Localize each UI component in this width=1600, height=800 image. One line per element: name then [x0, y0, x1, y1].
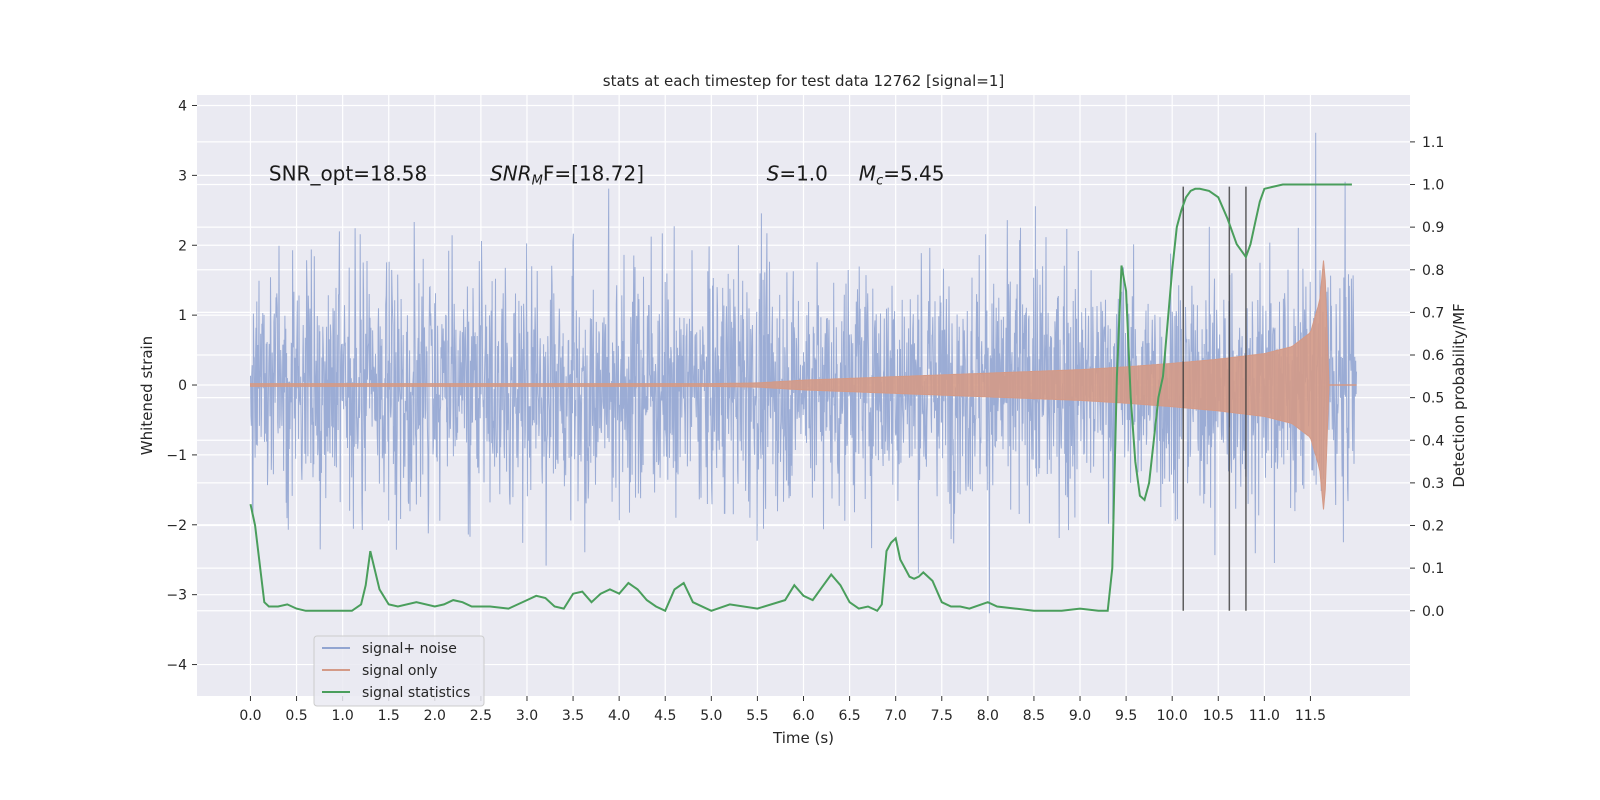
legend-box	[313, 635, 485, 707]
y-tick-label: −4	[166, 658, 187, 674]
y-tick-label: 0	[178, 378, 187, 394]
x-tick-label: 11.5	[1295, 708, 1326, 724]
y-tick-label: 4	[178, 98, 187, 114]
y2-tick-label: 0.7	[1422, 305, 1444, 321]
x-tick-label: 8.5	[1023, 708, 1045, 724]
series-signal-plus-noise	[250, 132, 1357, 614]
x-tick-label: 11.0	[1249, 708, 1280, 724]
y2-tick-label: 0.4	[1422, 433, 1444, 449]
x-tick-label: 10.0	[1157, 708, 1188, 724]
x-tick-label: 4.5	[654, 708, 676, 724]
y-axis-label: Whitened strain	[138, 336, 156, 455]
x-tick-label: 0.0	[239, 708, 261, 724]
x-tick-label: 0.5	[285, 708, 307, 724]
legend-label-signal-plus-noise: signal+ noise	[362, 641, 457, 657]
x-tick-label: 4.0	[608, 708, 630, 724]
chart-title: stats at each timestep for test data 127…	[603, 72, 1004, 90]
x-tick-label: 3.0	[516, 708, 538, 724]
legend-label-signal-statistics: signal statistics	[362, 685, 470, 701]
annotation-s-symbol: S	[767, 161, 780, 185]
annotation-mc-symbol: M	[859, 161, 876, 185]
y-tick-label: 3	[178, 168, 187, 184]
annotation-mc: Mc=5.45	[859, 161, 945, 188]
y2-tick-label: 0.2	[1422, 519, 1444, 535]
y2-tick-label: 0.6	[1422, 348, 1444, 364]
y2-tick-label: 1.0	[1422, 178, 1444, 194]
x-tick-label: 5.5	[746, 708, 768, 724]
y-tick-label: 2	[178, 238, 187, 254]
y2-tick-label: 1.1	[1422, 135, 1444, 151]
y2-tick-label: 0.1	[1422, 561, 1444, 577]
x-tick-label: 7.5	[931, 708, 953, 724]
series-signal-only	[250, 260, 1357, 510]
y2-tick-label: 0.9	[1422, 220, 1444, 236]
x-tick-label: 8.0	[977, 708, 999, 724]
x-tick-label: 10.5	[1203, 708, 1234, 724]
x-axis-label: Time (s)	[772, 729, 834, 747]
x-tick-label: 6.5	[838, 708, 860, 724]
x-tick-label: 2.0	[424, 708, 446, 724]
x-tick-label: 6.0	[792, 708, 814, 724]
signal-plus-noise-line	[250, 132, 1357, 614]
x-tick-label: 9.5	[1115, 708, 1137, 724]
signal-only-chirp	[250, 260, 1330, 510]
annotation-s: S=1.0	[767, 161, 828, 185]
signal-statistics-line	[249, 183, 1352, 613]
legend-label-signal-only: signal only	[362, 663, 437, 679]
annotation-mc-rest: =5.45	[883, 161, 944, 185]
x-tick-label: 1.5	[378, 708, 400, 724]
y2-tick-label: 0.5	[1422, 391, 1444, 407]
y-tick-label: −2	[166, 518, 187, 534]
x-tick-label: 5.0	[700, 708, 722, 724]
x-tick-label: 9.0	[1069, 708, 1091, 724]
annotation-snr-mf-symbol: SNR	[490, 161, 532, 185]
y2-tick-label: 0.3	[1422, 476, 1444, 492]
x-tick-label: 2.5	[470, 708, 492, 724]
y2-tick-label: 0.8	[1422, 263, 1444, 279]
y-tick-label: −3	[166, 588, 187, 604]
annotation-snr-opt: SNR_opt=18.58	[269, 161, 427, 185]
x-tick-label: 1.0	[332, 708, 354, 724]
y-tick-label: −1	[166, 448, 187, 464]
annotation-snr-mf-rest: F=[18.72]	[543, 161, 644, 185]
annotation-mc-sub: c	[876, 173, 883, 188]
y2-tick-label: 0.0	[1422, 604, 1444, 620]
x-tick-label: 3.5	[562, 708, 584, 724]
annotation-snr-mf: SNRMF=[18.72]	[490, 161, 644, 188]
annotation-snr-mf-sub: M	[532, 173, 543, 188]
x-tick-label: 7.0	[885, 708, 907, 724]
legend: signal+ noise signal only signal statist…	[313, 635, 485, 707]
y-tick-label: 1	[178, 308, 187, 324]
axes: 0.0 0.5 1.0 1.5 2.0 2.5 3.0 3.5 4.0 4.5 5.0 5.5 6.0 6…	[166, 98, 1444, 724]
y2-axis-label: Detection probability/MF	[1450, 303, 1468, 487]
series-signal-statistics	[249, 183, 1352, 613]
annotation-s-rest: =1.0	[779, 161, 828, 185]
